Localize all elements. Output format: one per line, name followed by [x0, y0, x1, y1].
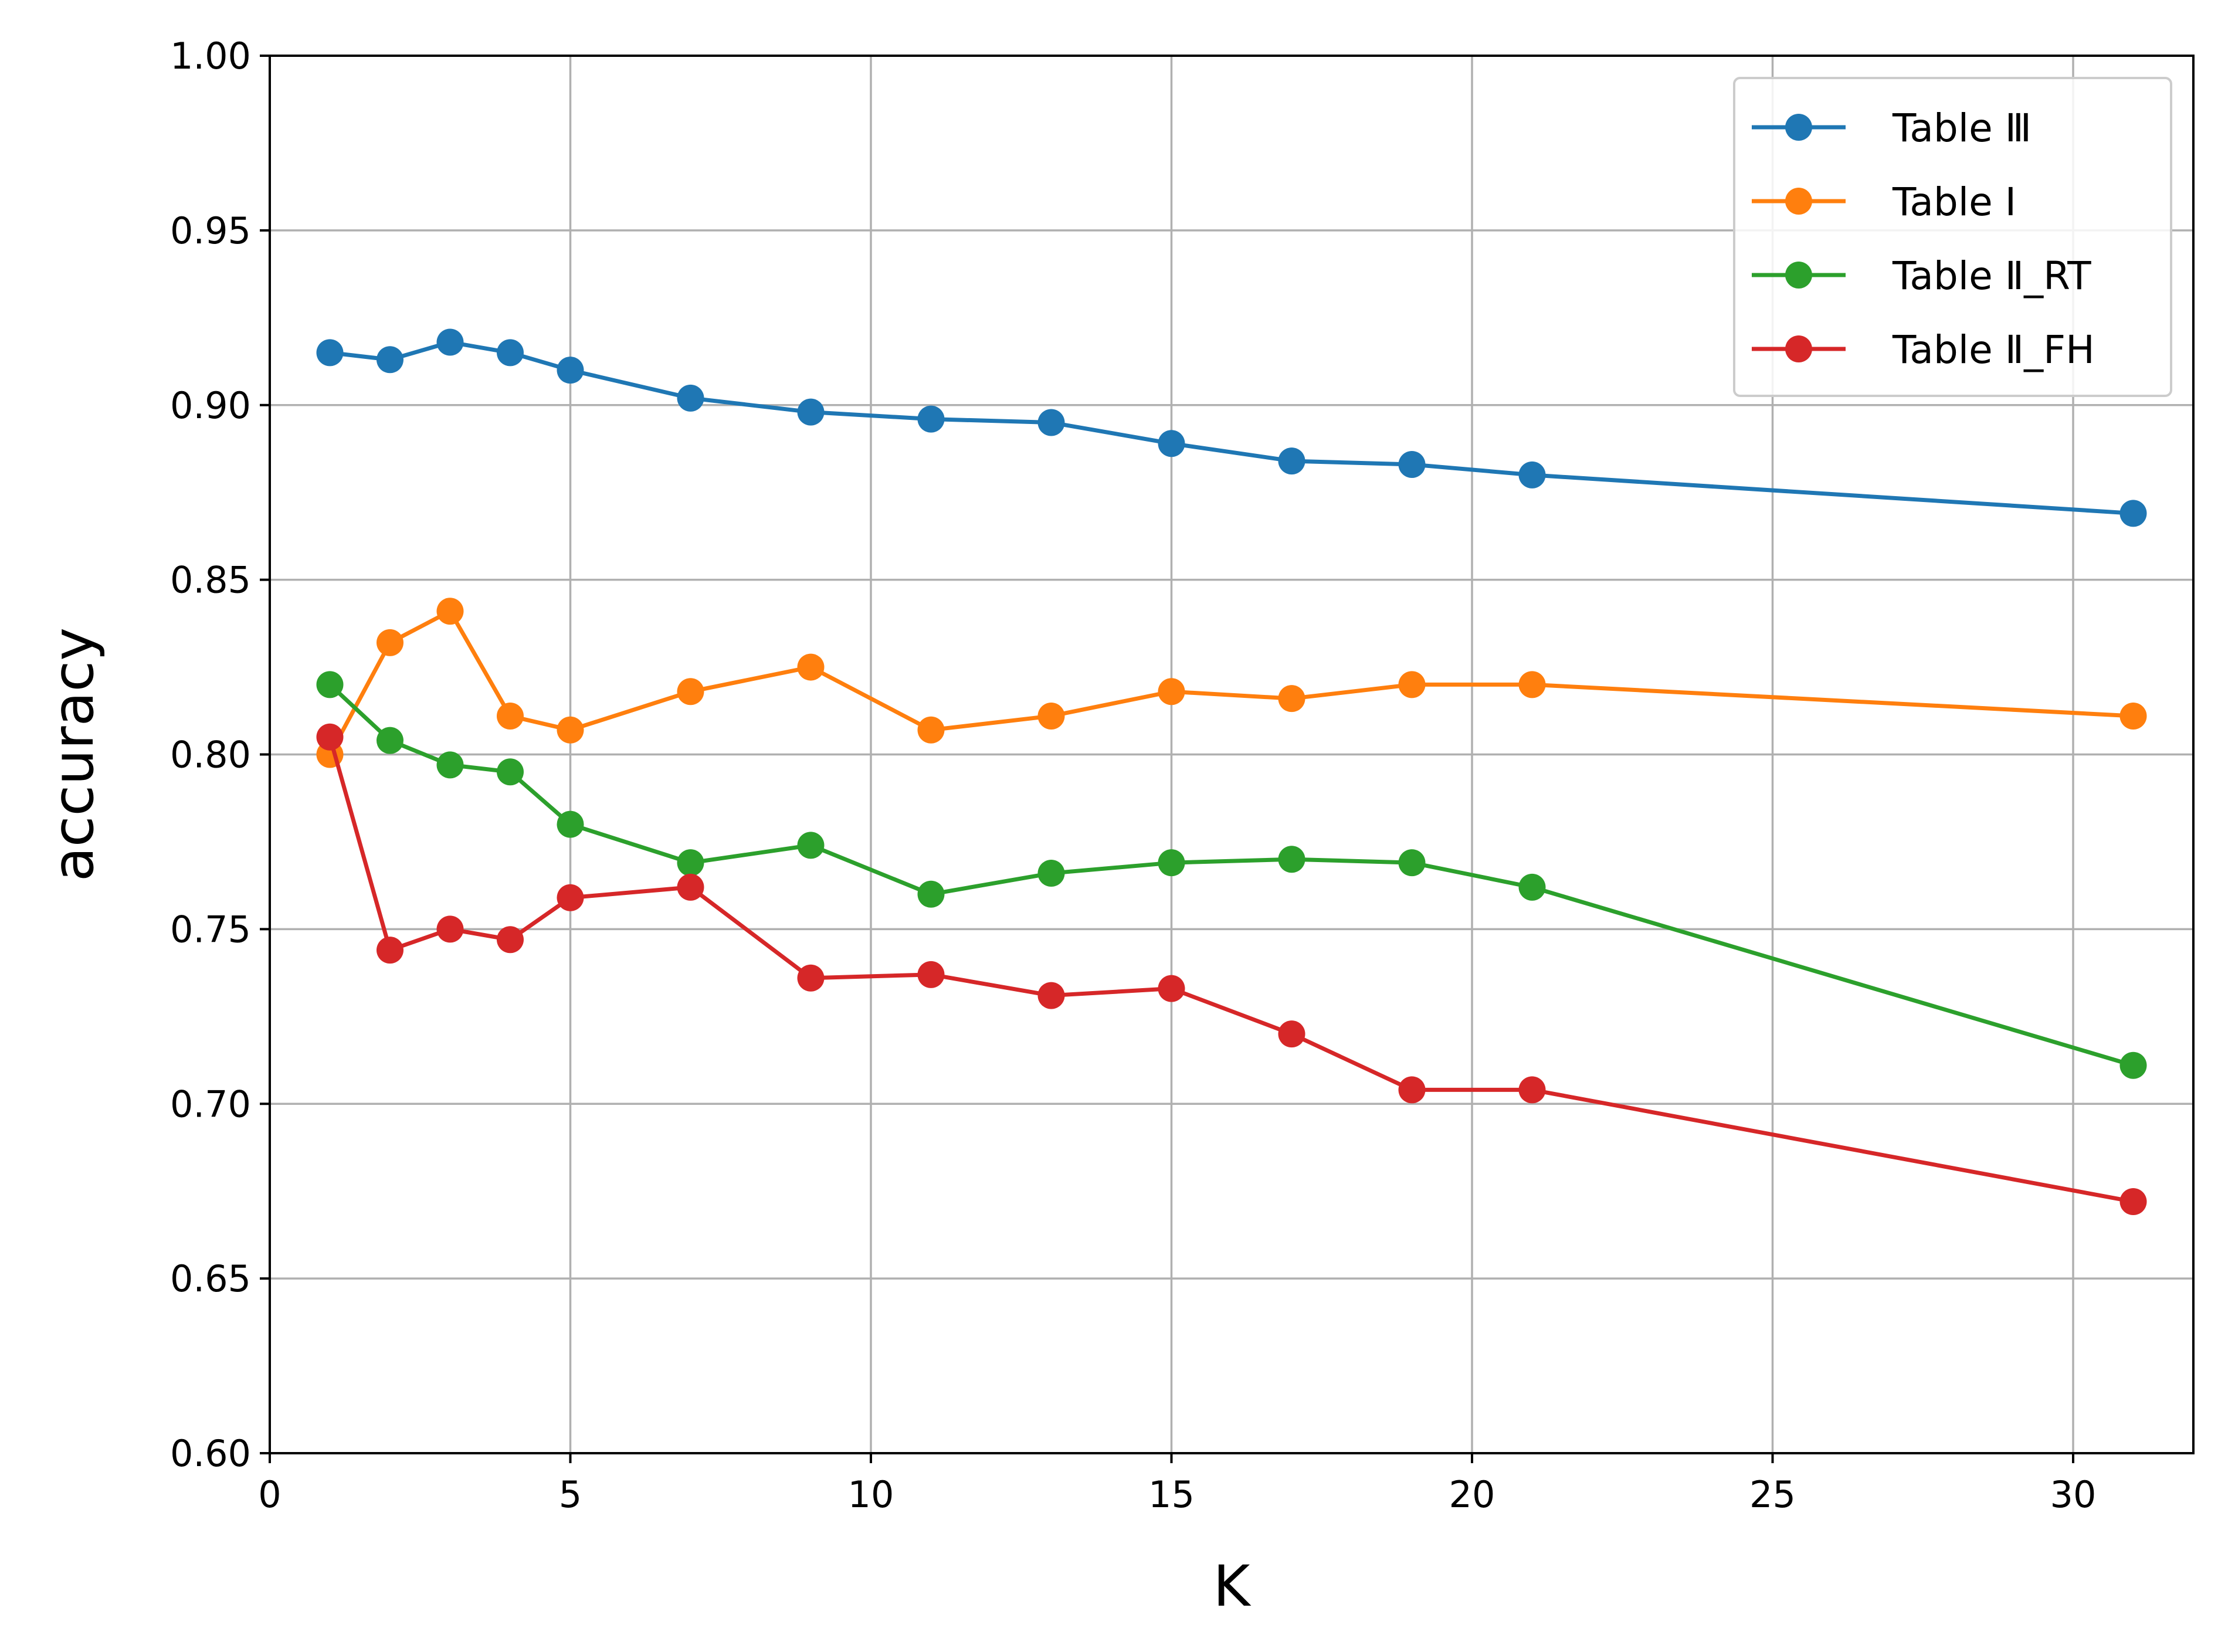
- series-3: [316, 671, 2147, 1079]
- y-tick-label: 0.90: [170, 384, 251, 427]
- data-point: [1037, 702, 1065, 730]
- y-axis-title: accuracy: [40, 627, 106, 881]
- data-point: [316, 671, 344, 698]
- data-point: [497, 758, 524, 786]
- y-tick-label: 0.65: [170, 1257, 251, 1300]
- series-lines: [316, 328, 2147, 1216]
- legend-marker: [1785, 335, 1812, 362]
- legend: Table Ⅲ Table I Table Ⅱ_RT Table Ⅱ_FH: [1733, 77, 2172, 397]
- data-point: [1278, 685, 1305, 713]
- x-axis-title: K: [1213, 1553, 1252, 1619]
- x-tick-label: 25: [1749, 1473, 1796, 1516]
- legend-entry: Table Ⅱ_FH: [1752, 327, 2095, 372]
- data-point: [436, 915, 464, 943]
- data-point: [497, 339, 524, 367]
- data-point: [1518, 1076, 1546, 1104]
- data-point: [1158, 430, 1185, 457]
- x-tick-label: 30: [2050, 1473, 2097, 1516]
- legend-label: Table I: [1892, 179, 2016, 225]
- data-point: [1158, 849, 1185, 877]
- data-point: [316, 723, 344, 751]
- data-point: [377, 346, 403, 374]
- data-point: [917, 880, 945, 908]
- legend-label: Table Ⅱ_RT: [1892, 253, 2091, 298]
- x-tick-label: 10: [848, 1473, 894, 1516]
- series-line: [328, 609, 2134, 756]
- y-tick-label: 0.75: [170, 908, 251, 951]
- data-point: [1278, 846, 1305, 873]
- data-point: [1158, 975, 1185, 1002]
- data-point: [1518, 671, 1546, 698]
- x-tick-label: 5: [559, 1473, 582, 1516]
- data-point: [497, 926, 524, 954]
- data-point: [316, 339, 344, 367]
- data-point: [377, 629, 403, 656]
- legend-entry: Table I: [1752, 179, 2016, 225]
- data-point: [1398, 451, 1426, 479]
- x-tick-label: 20: [1449, 1473, 1495, 1516]
- legend-label: Table Ⅲ: [1892, 106, 2032, 151]
- axis-ticks: 0 5 10 15 20 25 30 0.60 0.65 0.70 0.75 0.80 0.85 0.90…: [170, 35, 2097, 1516]
- data-point: [1518, 461, 1546, 489]
- y-tick-label: 0.95: [170, 209, 251, 252]
- data-point: [677, 873, 704, 901]
- data-point: [2119, 702, 2147, 730]
- y-tick-label: 0.70: [170, 1083, 251, 1125]
- legend-label: Table Ⅱ_FH: [1892, 327, 2095, 372]
- data-point: [377, 937, 403, 964]
- data-point: [2119, 1051, 2147, 1079]
- data-point: [436, 328, 464, 356]
- legend-marker: [1785, 262, 1812, 289]
- data-point: [797, 832, 825, 859]
- data-point: [2119, 1188, 2147, 1216]
- data-point: [1278, 1020, 1305, 1048]
- data-point: [917, 405, 945, 433]
- data-point: [557, 810, 584, 838]
- y-tick-label: 0.80: [170, 734, 251, 776]
- legend-entry: Table Ⅱ_RT: [1752, 253, 2091, 298]
- data-point: [436, 598, 464, 625]
- data-point: [377, 727, 403, 754]
- data-point: [557, 357, 584, 384]
- legend-entry: Table Ⅲ: [1752, 106, 2032, 151]
- data-point: [497, 702, 524, 730]
- data-point: [677, 678, 704, 705]
- y-tick-label: 0.60: [170, 1432, 251, 1475]
- data-point: [1398, 849, 1426, 877]
- legend-marker: [1785, 188, 1812, 215]
- data-point: [1518, 873, 1546, 901]
- legend-marker: [1785, 114, 1812, 141]
- data-point: [1278, 447, 1305, 475]
- y-tick-label: 1.00: [170, 35, 251, 77]
- data-point: [436, 751, 464, 779]
- data-point: [1037, 409, 1065, 436]
- data-point: [917, 716, 945, 744]
- data-point: [797, 964, 825, 992]
- y-tick-label: 0.85: [170, 559, 251, 602]
- data-point: [557, 716, 584, 744]
- data-point: [1158, 678, 1185, 705]
- series-4: [316, 723, 2147, 1216]
- data-point: [677, 849, 704, 877]
- data-point: [1398, 1076, 1426, 1104]
- data-point: [1037, 982, 1065, 1009]
- data-point: [797, 398, 825, 426]
- x-tick-label: 15: [1148, 1473, 1195, 1516]
- data-point: [2119, 500, 2147, 527]
- data-point: [557, 884, 584, 911]
- data-point: [797, 653, 825, 681]
- legend-box: [1733, 77, 2172, 397]
- data-point: [1037, 860, 1065, 887]
- data-point: [917, 961, 945, 988]
- data-point: [1398, 671, 1426, 698]
- x-tick-label: 0: [258, 1473, 281, 1516]
- series-1: [316, 328, 2147, 527]
- data-point: [677, 384, 704, 412]
